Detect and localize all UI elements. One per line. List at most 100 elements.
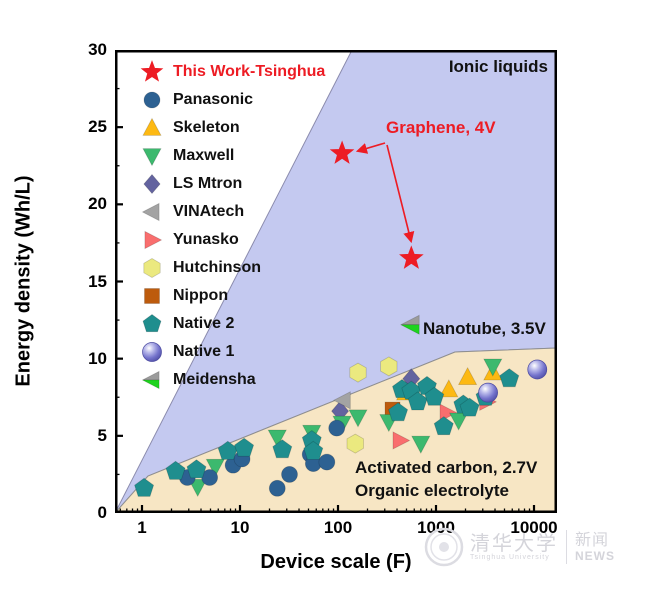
y-tick-label-10: 10: [88, 348, 107, 368]
native2-point: [459, 397, 480, 417]
skeleton-legend-marker: [142, 117, 162, 136]
maxwell-point: [267, 429, 287, 448]
legend-item-panasonic: Panasonic: [135, 86, 325, 114]
maxwell-legend-marker: [142, 148, 162, 167]
hutchinson-legend-marker-icon: [143, 258, 161, 278]
native2-point: [424, 386, 445, 406]
legend-item-meidensha: Meidensha: [135, 366, 325, 394]
legend-item-this_work: This Work-Tsinghua: [135, 58, 325, 86]
vinatech-point: [332, 391, 351, 410]
panasonic-point: [328, 419, 346, 437]
y-tick-label-15: 15: [88, 271, 107, 291]
legend-label-meidensha: Meidensha: [173, 371, 256, 388]
ls_mtron-legend-marker: [143, 173, 161, 195]
graphene-arrow-2: [386, 144, 415, 244]
native2-point: [433, 416, 454, 436]
yunasko-legend-marker-icon: [144, 230, 163, 250]
legend-item-skeleton: Skeleton: [135, 114, 325, 142]
native2-point: [388, 402, 409, 422]
x-tick-label-10: 10: [230, 518, 250, 537]
y-tick-label-30: 30: [88, 40, 107, 59]
native2-point: [407, 391, 428, 411]
legend-item-native1: Native 1: [135, 338, 325, 366]
y-tick-label-5: 5: [97, 425, 107, 445]
legend-label-native1: Native 1: [173, 343, 235, 360]
native2-point: [186, 459, 207, 479]
skeleton-legend-marker-icon: [142, 117, 162, 136]
graphene-annotation: Graphene, 4V: [386, 118, 496, 137]
nanotube-annotation: Nanotube, 3.5V: [423, 319, 546, 338]
ls_mtron-legend-marker-icon: [143, 173, 161, 195]
tsinghua-news-watermark: 清华大学 Tsinghua University 新闻 NEWS: [424, 527, 615, 567]
ionic-liquids-label: Ionic liquids: [448, 57, 548, 76]
native1-legend-marker: [142, 342, 162, 362]
plot-border: [115, 50, 557, 513]
nippon-legend-marker: [144, 288, 160, 304]
activated-carbon-annotation-line2: Organic electrolyte: [355, 481, 510, 500]
panasonic-point: [318, 453, 336, 471]
watermark-university: 清华大学 Tsinghua University: [470, 534, 558, 561]
native1-point: [527, 359, 548, 380]
legend-item-nippon: Nippon: [135, 282, 325, 310]
watermark-university-en: Tsinghua University: [470, 553, 550, 561]
legend-label-yunasko: Yunasko: [173, 231, 239, 248]
panasonic-legend-marker: [143, 91, 161, 109]
skeleton-point: [439, 379, 459, 398]
x-tick-label-100: 100: [323, 518, 353, 537]
legend-item-maxwell: Maxwell: [135, 142, 325, 170]
series-meidensha: [400, 314, 420, 335]
legend-item-ls_mtron: LS Mtron: [135, 170, 325, 198]
vinatech-legend-marker-icon: [141, 202, 160, 222]
graphene-arrow-1: [355, 142, 386, 154]
native2-legend-marker-icon: [142, 314, 162, 333]
panasonic-point: [281, 466, 298, 483]
native2-legend-marker: [142, 314, 162, 333]
series-native1: [478, 359, 548, 403]
yunasko-legend-marker: [144, 230, 163, 250]
yunasko-point: [392, 431, 411, 450]
series-this_work: [329, 140, 424, 269]
y-tick-label-0: 0: [97, 503, 107, 522]
maxwell-legend-marker-icon: [142, 148, 162, 167]
watermark-news-cn: 新闻: [575, 531, 610, 549]
legend-label-ls_mtron: LS Mtron: [173, 175, 243, 192]
tsinghua-seal-icon: [424, 527, 464, 567]
native2-point: [234, 437, 255, 457]
panasonic-point: [268, 479, 286, 497]
legend-item-native2: Native 2: [135, 310, 325, 338]
activated-carbon-annotation-line1: Activated carbon, 2.7V: [355, 458, 538, 477]
watermark-news: 新闻 NEWS: [575, 532, 615, 563]
native2-point: [134, 477, 155, 497]
x-tick-label-10000: 10000: [510, 518, 558, 537]
y-axis-title: Energy density (Wh/L): [12, 175, 35, 387]
legend-label-native2: Native 2: [173, 315, 235, 332]
hutchinson-legend-marker: [143, 258, 161, 278]
native2-point: [499, 368, 520, 388]
legend-label-panasonic: Panasonic: [173, 91, 254, 108]
legend-label-this_work: This Work-Tsinghua: [173, 63, 326, 80]
this_work-point: [329, 140, 355, 164]
skeleton-point: [457, 366, 478, 386]
legend-label-skeleton: Skeleton: [173, 119, 240, 136]
this_work-legend-marker-icon: [140, 60, 164, 82]
watermark-news-en: NEWS: [575, 548, 615, 563]
this_work-legend-marker: [140, 60, 164, 82]
maxwell-point: [348, 409, 368, 428]
y-tick-label-20: 20: [88, 194, 107, 214]
hutchinson-point: [349, 362, 367, 383]
x-axis-title: Device scale (F): [260, 551, 412, 573]
meidensha-legend-marker: [142, 370, 160, 381]
native2-point: [303, 440, 324, 460]
native1-point: [478, 382, 498, 403]
maxwell-point: [188, 478, 208, 498]
meidensha-legend-marker: [142, 379, 160, 390]
maxwell-point: [205, 458, 225, 478]
this_work-point: [399, 245, 424, 269]
series-hutchinson: [346, 356, 398, 454]
hutchinson-point: [346, 433, 364, 454]
meidensha-point: [400, 324, 420, 335]
legend-item-vinatech: VINAtech: [135, 198, 325, 226]
native2-point: [272, 439, 293, 459]
native1-legend-marker-icon: [142, 342, 162, 362]
